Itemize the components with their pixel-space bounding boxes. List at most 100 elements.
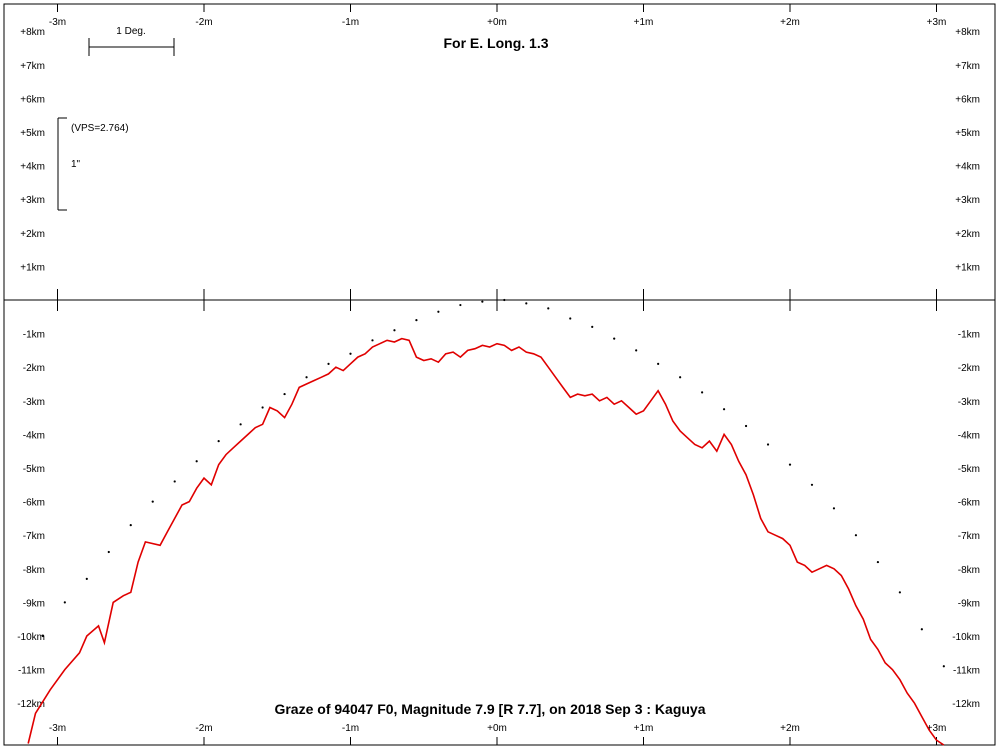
limb-dots (41, 298, 945, 668)
limb-dot (63, 601, 66, 604)
plot-frame (3, 3, 996, 746)
y-tick-label: -4km (23, 430, 45, 441)
limb-dot (261, 406, 264, 409)
limb-dot (217, 440, 220, 443)
y-tick-label: -5km (958, 464, 980, 475)
y-tick-label: -5km (23, 464, 45, 475)
limb-dot (766, 443, 770, 446)
vps-label: (VPS=2.764) (71, 123, 129, 134)
y-tick-label: -4km (958, 430, 980, 441)
y-tick-label: -6km (958, 498, 980, 509)
y-tick-label: -12km (952, 699, 980, 710)
limb-dot (525, 302, 528, 305)
y-tick-label: -1km (23, 330, 45, 341)
limb-dot (810, 483, 814, 486)
x-tick-label: -1m (342, 723, 359, 734)
y-tick-label: -6km (23, 498, 45, 509)
vertical-scale-bracket (57, 117, 67, 211)
x-tick-label: +0m (487, 723, 507, 734)
y-tick-label: +8km (20, 27, 45, 38)
limb-dot (393, 329, 396, 332)
y-tick-labels-left: +8km +7km +6km +5km +4km +3km +2km +1km -1km -2km… (17, 27, 45, 710)
limb-dot (701, 391, 704, 394)
x-tick-label: +2m (780, 723, 800, 734)
limb-dot (657, 362, 660, 365)
y-tick-label: +3km (955, 195, 980, 206)
limb-dot (195, 460, 198, 463)
y-tick-label: +8km (955, 27, 980, 38)
limb-dot (679, 376, 682, 379)
y-tick-label: +1km (955, 262, 980, 273)
limb-dot (107, 550, 110, 554)
limb-dot (635, 349, 638, 352)
y-tick-label: -7km (958, 531, 980, 542)
limb-dot (459, 303, 462, 307)
limb-dot (722, 408, 726, 411)
limb-dot (591, 325, 594, 328)
limb-dot (832, 507, 836, 510)
x-tick-label: -2m (195, 17, 212, 28)
y-tick-label: -11km (953, 666, 980, 677)
arcsec-label: 1" (71, 159, 81, 170)
y-tick-label: -3km (23, 397, 45, 408)
limb-dot (920, 628, 923, 631)
y-tick-label: +6km (955, 94, 980, 105)
y-tick-labels-right: +8km +7km +6km +5km +4km +3km +2km +1km -1km -2km… (952, 27, 980, 710)
x-tick-label: +0m (487, 17, 507, 28)
limb-dot (41, 634, 44, 638)
limb-dot (898, 591, 901, 594)
limb-dot (349, 352, 352, 355)
x-tick-label: +3m (927, 17, 947, 28)
y-tick-label: -9km (23, 598, 45, 609)
y-tick-label: +2km (20, 229, 45, 240)
limb-dot (415, 319, 418, 322)
x-tick-label: +3m (927, 723, 947, 734)
y-tick-label: -10km (952, 632, 980, 643)
y-tick-label: +6km (20, 94, 45, 105)
limb-dot (503, 298, 506, 302)
limb-dot (788, 463, 792, 466)
y-tick-label: -1km (958, 330, 980, 341)
y-tick-label: -7km (23, 531, 45, 542)
y-tick-label: +7km (955, 61, 980, 72)
lunar-limb-profile-line (27, 337, 945, 746)
graze-info-footer: Graze of 94047 F0, Magnitude 7.9 [R 7.7]… (274, 701, 705, 717)
limb-dot (613, 337, 616, 340)
x-axis-ticks (57, 4, 937, 745)
x-tick-label: -3m (49, 723, 66, 734)
limb-dot (85, 577, 88, 580)
limb-dot (283, 392, 286, 396)
x-tick-label: -3m (49, 17, 66, 28)
y-tick-label: +4km (20, 162, 45, 173)
limb-dot (173, 480, 176, 483)
y-tick-label: +3km (20, 195, 45, 206)
y-tick-label: -8km (958, 565, 980, 576)
y-tick-label: -3km (958, 397, 980, 408)
limb-dot (305, 376, 308, 379)
limb-dot (129, 524, 132, 527)
x-tick-label: -2m (195, 723, 212, 734)
x-tick-label: +1m (634, 723, 654, 734)
x-tick-labels-top: -3m -2m -1m +0m +1m +2m +3m (49, 17, 946, 28)
x-tick-label: +2m (780, 17, 800, 28)
limb-dot (942, 665, 945, 668)
limb-dot (327, 362, 330, 365)
y-tick-label: -11km (18, 666, 45, 677)
y-tick-label: +4km (955, 162, 980, 173)
x-tick-labels-bottom: -3m -2m -1m +0m +1m +2m +3m (49, 723, 946, 734)
limb-dot (437, 310, 440, 313)
y-tick-label: +1km (20, 262, 45, 273)
y-tick-label: -9km (958, 598, 980, 609)
limb-dot (876, 560, 880, 564)
y-tick-label: -10km (17, 632, 45, 643)
y-tick-label: -2km (23, 363, 45, 374)
chart-title: For E. Long. 1.3 (443, 35, 548, 51)
limb-dot (569, 317, 572, 320)
scale-bar-label: 1 Deg. (116, 26, 145, 37)
limb-dot (151, 500, 154, 503)
y-tick-label: +2km (955, 229, 980, 240)
y-tick-label: -12km (17, 699, 45, 710)
y-tick-label: +5km (20, 128, 45, 139)
y-tick-label: -2km (958, 363, 980, 374)
